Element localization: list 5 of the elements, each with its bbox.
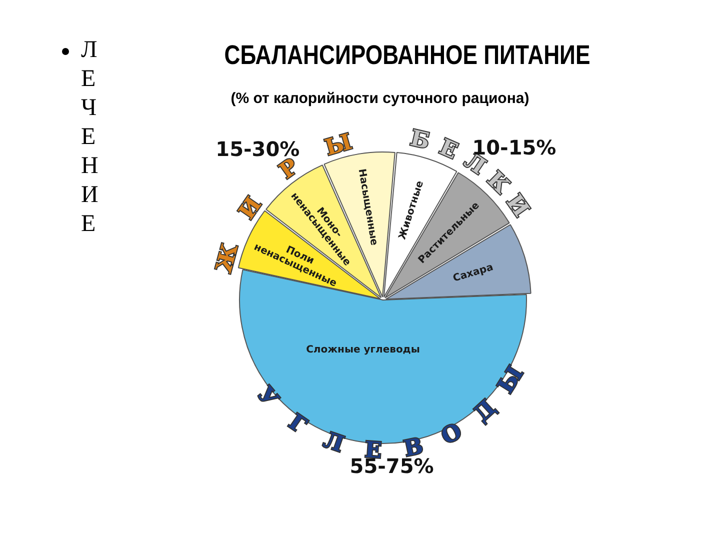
slice-label: Сахара (452, 262, 495, 284)
chart-title: СБАЛАНСИРОВАННОЕ ПИТАНИЕ (224, 40, 590, 71)
slice-label: Сложные углеводы (306, 344, 420, 356)
chart-subtitle: (% от калорийности суточного рациона) (230, 90, 530, 107)
text: ЛЕЧЕНИЕ (81, 36, 98, 239)
